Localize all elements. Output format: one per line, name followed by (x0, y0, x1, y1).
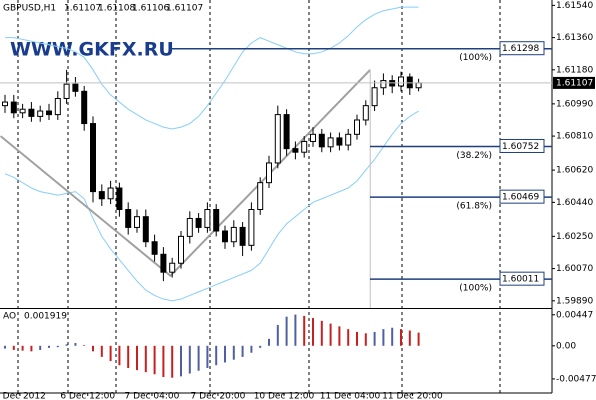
candle-body (354, 119, 360, 135)
y-tick-label: 1.60990 (556, 99, 593, 109)
candle-body (362, 105, 369, 121)
candle-body (98, 191, 105, 200)
y-tick-label: 1.60070 (556, 264, 593, 274)
candle-body (327, 137, 334, 148)
candle-body (406, 76, 413, 89)
candle-body (125, 209, 132, 228)
candle-body (345, 133, 352, 146)
price-panel: (100%) 1.61298 (38.2%) 1.60752 (61.8%) 1.6046… (0, 6, 552, 308)
fib-price: 1.60752 (502, 142, 539, 152)
candle-body (151, 241, 158, 255)
fib-price: 1.60469 (502, 193, 539, 203)
candle-body (195, 217, 202, 228)
fib-price-box (499, 138, 545, 153)
candle-body (415, 82, 422, 89)
candle-body (230, 226, 237, 243)
candle-body (46, 110, 52, 116)
candle-body (63, 83, 70, 99)
header-price: 1.61107 (64, 4, 101, 14)
fib-percent: (38.2%) (456, 151, 492, 161)
candle-body (318, 133, 325, 148)
candle-body (186, 217, 193, 237)
y-tick-label: 1.61180 (556, 65, 593, 75)
x-tick-label: 7 Dec 04:00 (125, 392, 180, 400)
candle-body (54, 97, 61, 116)
symbol: GBPUSD,H1 (3, 4, 56, 14)
candle-body (283, 114, 290, 150)
x-tick-label: 7 Dec 20:00 (191, 392, 246, 400)
candle-body (371, 87, 378, 107)
candle-body (310, 133, 316, 142)
candle-body (398, 76, 404, 87)
x-tick-label: 11 Dec 20:00 (382, 392, 443, 400)
candle-body (336, 137, 343, 146)
candle-body (28, 108, 35, 117)
candle-body (90, 123, 96, 193)
candle-body (116, 187, 123, 211)
y-tick-label: 1.60250 (556, 232, 593, 242)
candle-body (2, 101, 8, 107)
y-tick-label: 0.00447 (556, 310, 593, 320)
fib-price-box (499, 41, 545, 56)
header-price: 1.61107 (166, 4, 203, 14)
zigzag-line (0, 69, 371, 278)
fib-percent: (100%) (459, 53, 492, 63)
y-tick-label: -0.00477 (556, 374, 596, 384)
candle-body (19, 108, 26, 114)
header-price: 1.61108 (98, 4, 135, 14)
x-tick-label: 5 Dec 2012 (0, 392, 46, 400)
candle-body (160, 253, 167, 273)
candle-body (72, 83, 79, 92)
candle-body (81, 90, 88, 125)
fib-percent: (100%) (459, 284, 492, 294)
y-tick-label: 1.60810 (556, 132, 593, 142)
envelope-line (5, 6, 419, 130)
watermark: WWW.GKFX.RU (10, 39, 174, 61)
candle-body (169, 262, 176, 273)
candle-body (204, 209, 211, 228)
current-price-box (553, 76, 595, 89)
candle-body (134, 216, 140, 228)
candle-body (239, 226, 246, 246)
fib-price: 1.60011 (502, 275, 539, 285)
y-tick-label: 1.60440 (556, 198, 593, 208)
candle-body (248, 209, 255, 246)
candle-body (222, 230, 228, 243)
candle-body (142, 216, 149, 243)
candle-body (107, 187, 114, 200)
candle-body (301, 140, 308, 153)
x-tick-label: 10 Dec 12:00 (254, 392, 315, 400)
candle-body (37, 110, 44, 117)
y-tick-label: 1.61360 (556, 33, 593, 43)
y-tick-label: 1.59890 (556, 296, 593, 306)
x-tick-label: 6 Dec 12:00 (60, 392, 115, 400)
fib-percent: (61.8%) (456, 202, 492, 212)
candle-body (10, 101, 17, 114)
fib-price: 1.61298 (502, 44, 539, 54)
envelope-line (4, 110, 419, 302)
candle-body (274, 114, 281, 164)
fib-price-box (499, 189, 545, 204)
candle-body (266, 162, 272, 184)
header: GBPUSD,H1 (3, 4, 56, 14)
candle-body (178, 235, 184, 264)
fib-price-box (499, 271, 545, 286)
indicator-panel (4, 314, 420, 378)
candle-body (257, 182, 264, 211)
indicator-name: AO (3, 312, 16, 322)
y-tick-label: 1.60620 (556, 166, 593, 176)
indicator-last: 0.001919 (24, 312, 67, 322)
header-price: 1.61106 (132, 4, 169, 14)
candle-body (213, 209, 220, 232)
candle-body (292, 148, 299, 153)
y-tick-label: 0.00 (556, 341, 576, 351)
current-price: 1.61107 (556, 78, 593, 88)
x-tick-label: 11 Dec 04:00 (320, 392, 381, 400)
candle-body (380, 80, 387, 89)
y-tick-label: 1.61540 (556, 1, 593, 11)
